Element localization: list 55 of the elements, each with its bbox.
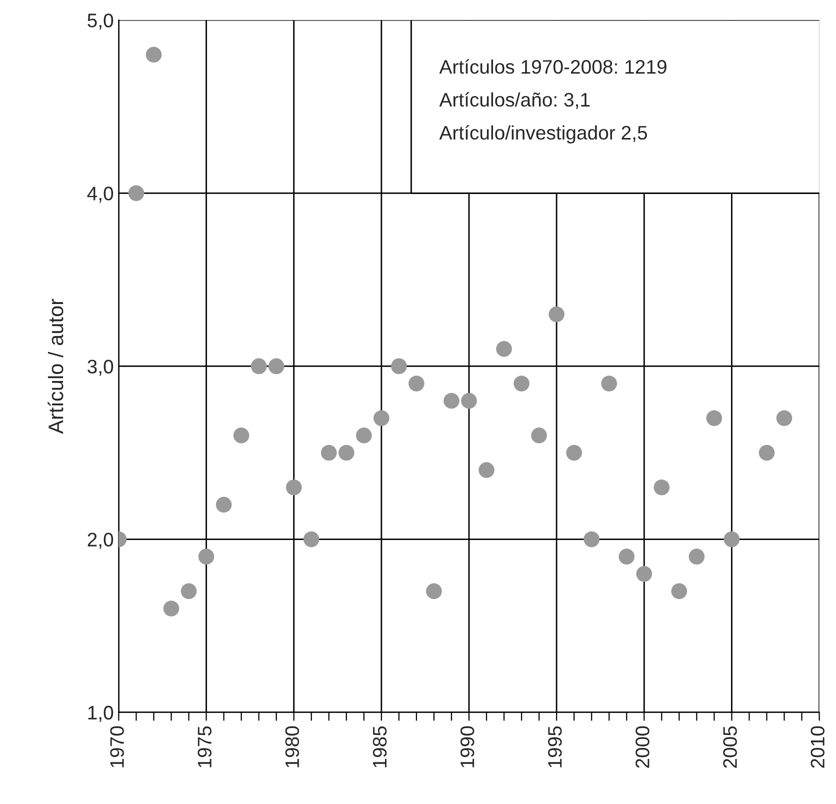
point [601,376,618,392]
annotation: Artículos/año: 3,1 [439,92,590,109]
y-tick-label: 3,0 [88,360,114,376]
x-tick-label: 1995 [548,726,562,768]
point [636,566,652,582]
y-tick-label: 4,0 [87,186,114,203]
point [233,428,250,444]
point [198,548,214,565]
x-tick-label: 1970 [110,726,124,768]
point [654,479,670,496]
annotation: Artículos 1970-2008: 1219 [439,59,666,74]
x-tick-label: 2010 [810,726,824,768]
point [128,185,144,202]
point [688,548,705,565]
point [496,340,512,357]
point [303,531,320,548]
point [320,444,337,461]
point [163,600,180,616]
point [478,462,494,478]
point [216,496,232,513]
point [706,410,722,426]
annotation: Artículo/investigador 2,5 [439,125,648,144]
point [146,46,162,63]
point [426,583,442,600]
point [268,358,284,374]
x-tick-label: 1985 [372,726,387,768]
point [566,444,582,461]
point [776,410,792,426]
point [338,444,354,461]
x-tick-label: 1990 [460,726,474,768]
point [250,358,267,374]
point [514,376,530,392]
x-tick-label: 2005 [723,726,737,768]
point [444,392,460,409]
y-tick-label: 2,0 [88,532,114,549]
y-tick-label: 5,0 [88,14,114,30]
y-tick-label: 1,0 [88,706,114,722]
point [286,479,302,496]
point [584,531,600,548]
point [548,306,564,322]
point [180,583,197,600]
point [408,376,424,392]
point [671,583,688,600]
point [531,428,547,444]
point [758,444,775,461]
point [391,358,407,374]
y-axis-title: Artículo / autor [48,298,64,434]
point [356,428,372,444]
point [461,392,477,409]
point [618,548,635,565]
point [724,531,740,548]
x-tick-label: 2000 [636,726,650,768]
point [374,410,390,426]
x-tick-label: 1980 [285,726,300,768]
x-tick-label: 1975 [198,726,212,768]
